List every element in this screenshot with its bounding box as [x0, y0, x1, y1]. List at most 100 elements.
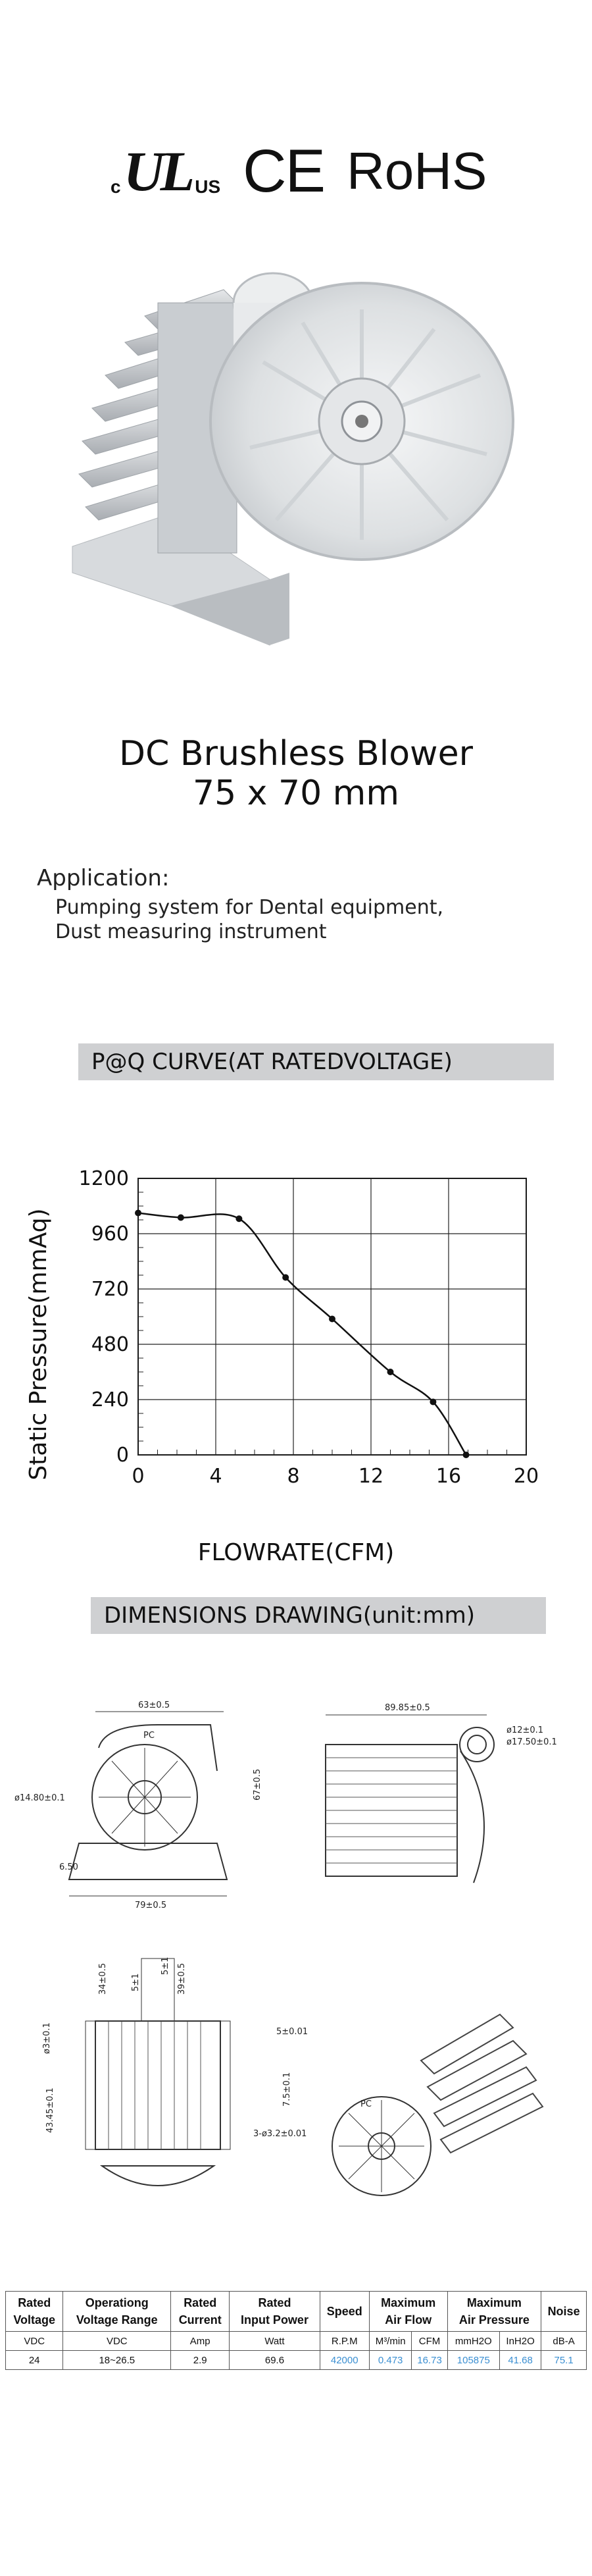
- x-tick-label: 0: [132, 1465, 144, 1488]
- y-tick-label: 960: [91, 1222, 129, 1246]
- value-cell: 24: [5, 2350, 64, 2370]
- ul-prefix: c: [111, 176, 121, 197]
- chart-ticks: 0 4 8 12 16 20 0 240 480 720 960 1200: [79, 1167, 539, 1488]
- bottom-d1-label: 34±0.5: [98, 1963, 108, 1995]
- value-cell: 0.473: [368, 2350, 412, 2370]
- data-point: [177, 1214, 184, 1221]
- unit-cell: CFM: [411, 2331, 448, 2351]
- header-noise: Noise: [541, 2291, 587, 2332]
- bottom-d5-label: ø3±0.1: [42, 2022, 52, 2054]
- data-point: [329, 1315, 335, 1323]
- x-axis-label: FLOWRATE(CFM): [198, 1539, 395, 1566]
- front-base-width-label: 79±0.5: [135, 1901, 166, 1910]
- pq-curve-heading: P@Q CURVE(AT RATEDVOLTAGE): [78, 1043, 554, 1080]
- bottom-view: 34±0.5 5±1 39±0.5 5±1 ø3±0.1 43.45±0.1 5…: [42, 1957, 308, 2186]
- header-input-power: Rated Input Power: [229, 2291, 320, 2332]
- unit-cell: VDC: [5, 2331, 64, 2351]
- header-speed: Speed: [319, 2291, 370, 2332]
- ce-mark: CE: [243, 138, 326, 205]
- value-cell: 18~26.5: [62, 2350, 172, 2370]
- value-cell: 105875: [447, 2350, 501, 2370]
- data-point: [282, 1274, 289, 1281]
- front-base-height-label: 6.50: [59, 1862, 78, 1872]
- front-view: 63±0.5 PC ø14.80±0.1 67±0.5 6.50 79±0.5: [14, 1700, 262, 1910]
- front-diameter-label: ø14.80±0.1: [14, 1793, 65, 1803]
- front-height-label: 67±0.5: [253, 1769, 262, 1801]
- header-air-flow: Maximum Air Flow: [368, 2291, 448, 2332]
- front-width-label: 63±0.5: [138, 1700, 170, 1710]
- unit-cell: Watt: [229, 2331, 320, 2351]
- rohs-mark: RoHS: [346, 142, 487, 200]
- side-view: 89.85±0.5 ø12±0.1 ø17.50±0.1: [325, 1703, 557, 1883]
- application-line: Pumping system for Dental equipment,: [55, 896, 444, 919]
- iso-arrow-text: PC: [360, 2099, 372, 2109]
- bottom-d9-label: 3-ø3.2±0.01: [253, 2129, 307, 2139]
- value-cell: 42000: [319, 2350, 370, 2370]
- x-tick-label: 20: [514, 1465, 539, 1488]
- spec-table: Rated Voltage Operationg Voltage Range Rat…: [5, 2291, 587, 2370]
- x-tick-label: 16: [436, 1465, 461, 1488]
- y-axis-label: Static Pressure(mmAq): [25, 1208, 52, 1480]
- ul-suffix: US: [195, 176, 221, 197]
- spec-values-row: 24 18~26.5 2.9 69.6 42000 0.473 16.73 10…: [5, 2350, 587, 2370]
- data-point: [430, 1398, 437, 1406]
- front-arrow-text: PC: [143, 1731, 155, 1741]
- value-cell: 16.73: [411, 2350, 448, 2370]
- value-cell: 41.68: [499, 2350, 542, 2370]
- bottom-d2-label: 5±1: [131, 1974, 141, 1991]
- x-tick-label: 4: [209, 1465, 222, 1488]
- pq-curve-line: [137, 1212, 467, 1456]
- y-tick-label: 1200: [79, 1167, 129, 1190]
- data-point: [387, 1369, 394, 1375]
- unit-cell: Amp: [170, 2331, 230, 2351]
- unit-cell: mmH2O: [447, 2331, 501, 2351]
- bottom-d7-label: 5±0.01: [276, 2027, 308, 2037]
- header-rated-voltage: Rated Voltage: [5, 2291, 64, 2332]
- product-photo: [72, 272, 514, 646]
- ul-logo: UL: [123, 140, 195, 203]
- y-tick-label: 0: [116, 1444, 129, 1467]
- unit-cell: M³/min: [368, 2331, 412, 2351]
- application-block: Application: Pumping system for Dental e…: [37, 865, 443, 944]
- product-title-line2: 75 x 70 mm: [192, 774, 399, 813]
- bottom-d6-label: 43.45±0.1: [45, 2088, 55, 2133]
- value-cell: 2.9: [170, 2350, 230, 2370]
- spec-units-row: VDC VDC Amp Watt R.P.M M³/min CFM mmH2O …: [5, 2331, 587, 2351]
- unit-cell: R.P.M: [319, 2331, 370, 2351]
- data-point: [235, 1215, 243, 1222]
- chart-grid: [137, 1178, 527, 1456]
- isometric-view: PC: [332, 2013, 544, 2196]
- data-point: [135, 1209, 141, 1217]
- pq-curve-chart: 0 4 8 12 16 20 0 240 480 720 960 1200 FLOWRATE(CFM)…: [25, 1167, 539, 1566]
- header-air-pressure: Maximum Air Pressure: [447, 2291, 542, 2332]
- side-length-label: 89.85±0.5: [385, 1703, 430, 1713]
- bottom-d8-label: 7.5±0.1: [282, 2072, 292, 2107]
- dimensions-heading: DIMENSIONS DRAWING(unit:mm): [91, 1597, 546, 1634]
- value-cell: 69.6: [229, 2350, 320, 2370]
- product-title-line1: DC Brushless Blower: [119, 734, 473, 774]
- spec-header-row: Rated Voltage Operationg Voltage Range Rat…: [5, 2291, 587, 2332]
- unit-cell: InH2O: [499, 2331, 542, 2351]
- application-label: Application:: [37, 865, 170, 891]
- application-line: Dust measuring instrument: [55, 920, 327, 943]
- data-point: [462, 1452, 470, 1458]
- unit-cell: dB-A: [541, 2331, 587, 2351]
- ul-mark: c UL US: [111, 140, 221, 203]
- unit-cell: VDC: [62, 2331, 172, 2351]
- y-tick-label: 480: [91, 1333, 129, 1356]
- certification-marks: c UL US CE RoHS: [111, 135, 531, 207]
- side-d1-label: ø12±0.1: [506, 1725, 543, 1735]
- y-tick-label: 720: [91, 1278, 129, 1301]
- y-tick-label: 240: [91, 1388, 129, 1411]
- bottom-d4-label: 5±1: [160, 1957, 170, 1975]
- header-voltage-range: Operationg Voltage Range: [62, 2291, 172, 2332]
- bottom-d3-label: 39±0.5: [177, 1963, 187, 1995]
- value-cell: 75.1: [541, 2350, 587, 2370]
- header-rated-current: Rated Current: [170, 2291, 230, 2332]
- x-tick-label: 12: [358, 1465, 383, 1488]
- dimension-drawings: 63±0.5 PC ø14.80±0.1 67±0.5 6.50 79±0.5 …: [14, 1700, 557, 2196]
- pq-curve-points: [135, 1209, 470, 1458]
- x-tick-label: 8: [287, 1465, 299, 1488]
- product-title: DC Brushless Blower 75 x 70 mm: [0, 734, 592, 813]
- side-d2-label: ø17.50±0.1: [506, 1737, 557, 1747]
